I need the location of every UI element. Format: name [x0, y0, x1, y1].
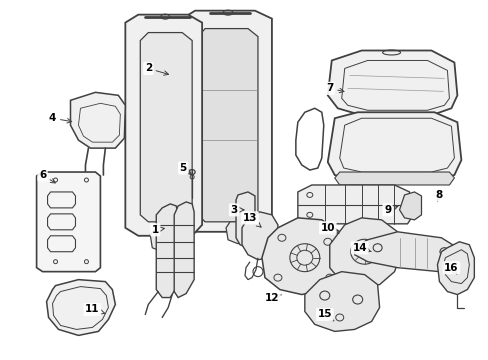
Text: 11: 11	[85, 305, 104, 315]
Polygon shape	[437, 242, 473, 294]
Text: 12: 12	[264, 293, 281, 302]
Polygon shape	[46, 280, 115, 336]
Polygon shape	[327, 112, 461, 180]
Text: 16: 16	[443, 263, 458, 274]
Text: 2: 2	[144, 63, 168, 75]
Text: 10: 10	[320, 223, 338, 234]
Polygon shape	[140, 32, 192, 222]
Polygon shape	[125, 15, 202, 236]
Polygon shape	[225, 222, 247, 244]
Polygon shape	[327, 50, 456, 115]
Polygon shape	[198, 28, 258, 222]
Text: 4: 4	[49, 113, 72, 123]
Polygon shape	[156, 204, 178, 298]
Text: 6: 6	[39, 170, 55, 183]
Polygon shape	[399, 192, 421, 220]
Text: 1: 1	[151, 225, 164, 235]
Polygon shape	[182, 11, 271, 232]
Polygon shape	[37, 172, 100, 272]
Text: 13: 13	[242, 213, 261, 227]
Text: 5: 5	[179, 163, 191, 174]
Text: 8: 8	[435, 190, 442, 202]
Polygon shape	[304, 272, 379, 332]
Polygon shape	[150, 230, 172, 252]
Polygon shape	[70, 92, 125, 148]
Text: 9: 9	[383, 205, 397, 215]
Text: 14: 14	[352, 243, 370, 253]
Polygon shape	[174, 202, 194, 298]
Polygon shape	[329, 218, 401, 288]
Text: 7: 7	[325, 84, 343, 93]
Polygon shape	[334, 172, 453, 185]
Polygon shape	[297, 185, 411, 224]
Text: 3: 3	[230, 205, 244, 215]
Polygon shape	[236, 192, 254, 248]
Polygon shape	[354, 232, 458, 272]
Text: 15: 15	[317, 310, 333, 321]
Polygon shape	[242, 212, 277, 260]
Polygon shape	[262, 218, 344, 294]
